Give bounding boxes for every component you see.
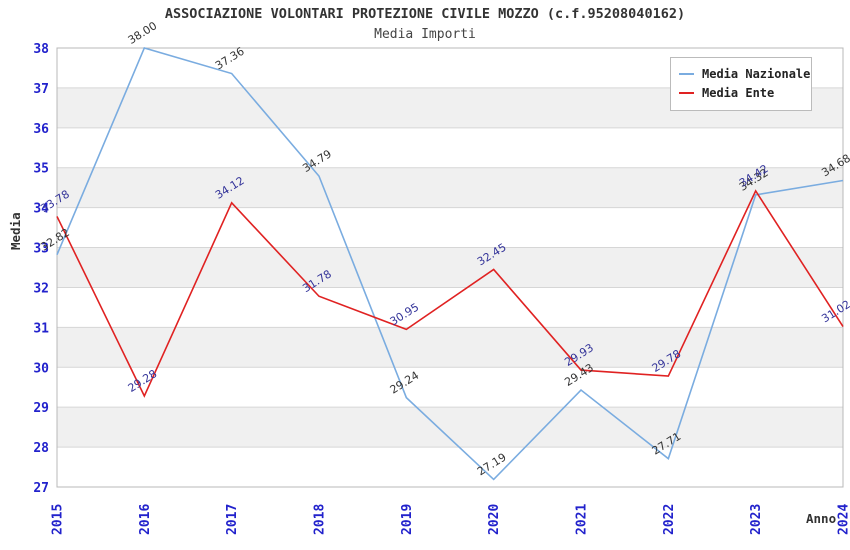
x-tick-label: 2020 xyxy=(487,504,502,535)
y-tick-label: 27 xyxy=(33,481,49,496)
point-label: 37.36 xyxy=(213,45,247,73)
y-tick-label: 33 xyxy=(33,242,49,257)
chart-title: ASSOCIAZIONE VOLONTARI PROTEZIONE CIVILE… xyxy=(164,6,686,22)
legend-label: Media Nazionale xyxy=(702,66,811,81)
y-tick-label: 28 xyxy=(33,441,49,456)
x-tick-label: 2023 xyxy=(749,504,764,535)
point-label: 27.19 xyxy=(475,451,509,479)
plot-band xyxy=(57,247,843,288)
plot-border xyxy=(56,47,844,488)
y-tick-label: 29 xyxy=(33,401,49,416)
y-axis-title: Media xyxy=(8,212,23,250)
plot-band xyxy=(57,327,843,368)
y-tick-label: 36 xyxy=(33,122,49,137)
y-tick-label: 35 xyxy=(33,162,49,177)
y-tick-label: 37 xyxy=(33,82,49,97)
y-tick-label: 32 xyxy=(33,281,49,296)
x-tick-label: 2016 xyxy=(138,504,153,535)
x-tick-label: 2021 xyxy=(575,504,590,535)
x-tick-label: 2017 xyxy=(225,504,240,535)
legend-item-media-nazionale: Media Nazionale xyxy=(679,64,810,83)
legend-label: Media Ente xyxy=(702,85,775,100)
y-tick-label: 34 xyxy=(33,202,49,217)
point-label: 33.78 xyxy=(38,188,72,216)
y-tick-label: 38 xyxy=(33,42,49,57)
x-tick-label: 2018 xyxy=(313,504,328,535)
series-line-media-nazionale xyxy=(56,47,844,481)
y-tick-label: 30 xyxy=(33,361,49,376)
point-label: 30.95 xyxy=(388,301,422,329)
y-tick-label: 31 xyxy=(33,321,49,336)
legend: Media Nazionale Media Ente xyxy=(670,57,812,111)
chart-subtitle: Media Importi xyxy=(374,27,476,42)
point-label: 31.02 xyxy=(819,298,850,326)
line-swatch-icon xyxy=(679,72,694,75)
x-tick-label: 2024 xyxy=(837,504,850,535)
x-tick-label: 2015 xyxy=(51,504,66,535)
plot-band xyxy=(57,407,843,448)
point-label: 38.00 xyxy=(126,19,160,47)
x-tick-label: 2022 xyxy=(662,504,677,535)
legend-item-media-ente: Media Ente xyxy=(679,83,803,102)
x-tick-label: 2019 xyxy=(400,504,415,535)
x-axis-title: Anno xyxy=(806,511,837,526)
plot-band xyxy=(57,167,843,208)
line-swatch-icon xyxy=(679,91,694,94)
series-line-media-ente xyxy=(56,189,844,398)
